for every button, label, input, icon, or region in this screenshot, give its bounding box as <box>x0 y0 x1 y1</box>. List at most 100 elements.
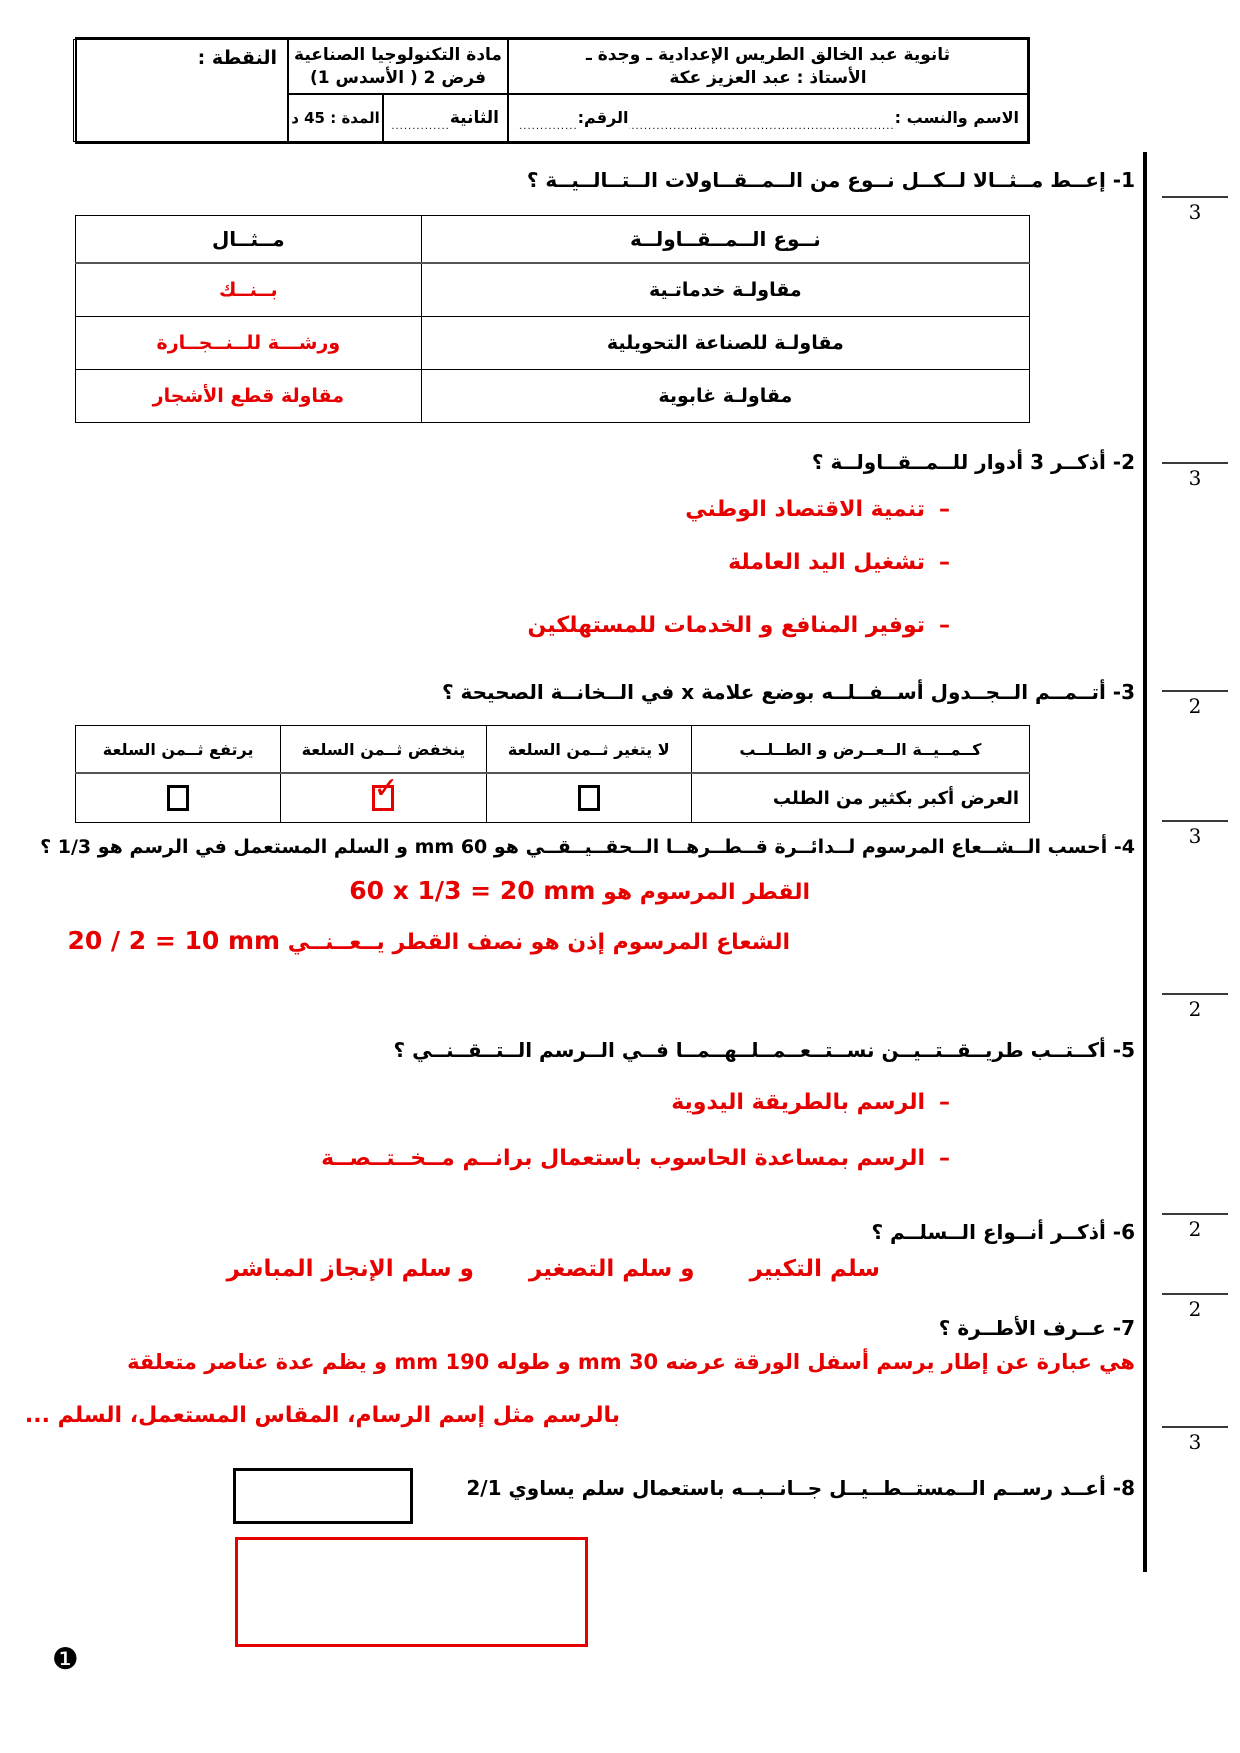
q4-answer-1: القطر المرسوم هو 60 x 1/3 = 20 mm <box>349 876 810 905</box>
score-mark-q5: 2 <box>1162 993 1228 1021</box>
formula-text: 60 x 1/3 = 20 mm <box>349 876 596 905</box>
name-dots: ........................................… <box>628 120 895 132</box>
score-value: 2 <box>1188 1217 1202 1241</box>
q3-header-decrease: ينخفض ثــمن السلعة <box>280 725 487 774</box>
example-answer-cell: بــنــك <box>75 262 422 317</box>
answer-text: تشغيل اليد العاملة <box>728 550 925 575</box>
table-row: مقاولـة خدماتـية بــنــك <box>75 262 1031 317</box>
q8-source-rectangle <box>233 1468 413 1524</box>
checkmark-icon: ✓ <box>373 771 399 806</box>
score-line <box>1162 196 1228 198</box>
dash-bullet: – <box>939 550 950 575</box>
q3-table: كــمــيــة الــعــرض و الطــلــب لا يتغي… <box>74 725 1031 823</box>
answer-text: تنمية الاقتصاد الوطني <box>685 497 925 522</box>
score-mark-q7: 2 <box>1162 1293 1228 1321</box>
q6-answer-row: سلم التكبير و سلم التصغير و سلم الإنجاز … <box>227 1256 880 1282</box>
checkbox: ✓ <box>372 774 399 811</box>
answer-item: –الرسم بمساعدة الحاسوب باستعمال برانــم … <box>321 1146 950 1171</box>
class-cell: الثانية .............. <box>383 94 508 142</box>
q3-row-label: العرض أكبر بكثير من الطلب <box>690 772 1031 823</box>
q4-answer-2: الشعاع المرسوم إذن هو نصف القطر يــعــنـ… <box>67 926 790 955</box>
dash-bullet: – <box>939 1090 950 1115</box>
table-row: مقاولـة للصناعة التحويلية ورشـــة للــنـ… <box>75 316 1031 370</box>
table-row: مقاولـة غابوية مقاولة قطع الأشجار <box>75 369 1031 423</box>
table-row: العرض أكبر بكثير من الطلب ✓ ✓ ✓ <box>74 772 1031 823</box>
score-value: 3 <box>1188 466 1202 490</box>
score-line <box>1162 1293 1228 1295</box>
subject-label: مادة التكنولوجيا الصناعية <box>294 44 502 65</box>
score-value: 2 <box>1188 1297 1202 1321</box>
answer-item: –توفير المنافع و الخدمات للمستهلكين <box>528 613 950 638</box>
checkbox-cell: ✓ <box>280 772 487 823</box>
score-line <box>1162 462 1228 464</box>
header-table: ثانوية عبد الخالق الطريس الإعدادية ـ وجد… <box>73 37 1030 144</box>
question-q7: 7- عــرف الأطــرة ؟ <box>938 1316 1135 1340</box>
dash-bullet: – <box>939 497 950 522</box>
q1-table: نــوع الــمــقــاولــة مــثــال مقاولـة … <box>75 215 1031 423</box>
exam-label: فرض 2 ( الأسدس 1) <box>310 67 486 88</box>
q3-header-no-change: لا يتغير ثــمن السلعة <box>485 725 692 774</box>
enterprise-type-cell: مقاولـة غابوية <box>420 369 1031 423</box>
answer-text: سلم التكبير <box>749 1256 880 1282</box>
enterprise-type-cell: مقاولـة للصناعة التحويلية <box>420 316 1031 370</box>
score-mark-q3: 2 <box>1162 690 1228 718</box>
grade-cell: النقطة : <box>73 39 288 142</box>
score-line <box>1162 820 1228 822</box>
answer-text: الرسم بالطريقة اليدوية <box>671 1090 925 1115</box>
q7-answer-line2: بالرسم مثل إسم الرسام، المقاس المستعمل، … <box>24 1403 620 1428</box>
answer-item: –تشغيل اليد العاملة <box>728 550 950 575</box>
score-value: 2 <box>1188 694 1202 718</box>
number-dots: .................. <box>517 120 578 132</box>
page-number-marker: ❶ <box>52 1642 79 1677</box>
dash-bullet: – <box>939 613 950 638</box>
checkbox-cell: ✓ <box>485 772 692 823</box>
example-answer-cell: مقاولة قطع الأشجار <box>75 369 422 423</box>
name-label: الاسم والنسب : <box>894 108 1019 128</box>
answer-text: و سلم الإنجاز المباشر <box>226 1256 474 1282</box>
answer-text: الشعاع المرسوم إذن هو نصف القطر يــعــنـ… <box>287 930 790 955</box>
school-name: ثانوية عبد الخالق الطريس الإعدادية ـ وجد… <box>585 44 951 65</box>
grade-label: النقطة : <box>197 47 277 69</box>
class-dots: .............. <box>392 120 450 132</box>
answer-text: القطر المرسوم هو <box>603 880 810 905</box>
formula-text: 20 / 2 = 10 mm <box>67 926 281 955</box>
q1-table-header-type: نــوع الــمــقــاولــة <box>420 215 1031 264</box>
checkbox-cell: ✓ <box>74 772 282 823</box>
enterprise-type-cell: مقاولـة خدماتـية <box>420 262 1031 317</box>
q8-answer-rectangle <box>235 1537 588 1647</box>
name-row-cell: الاسم والنسب : .........................… <box>508 94 1028 142</box>
question-q5: 5- أكــتــب طريــقــتــيــن نســتــعــمـ… <box>393 1038 1135 1062</box>
question-q8: 8- أعــد رســم الــمستــطــيــل جــانــب… <box>466 1476 1135 1500</box>
teacher-name: الأستاذ : عبد العزيز عكة <box>669 67 867 88</box>
margin-separator-line <box>1143 152 1147 1572</box>
number-label: الرقم: <box>577 108 629 128</box>
subject-cell: مادة التكنولوجيا الصناعية فرض 2 ( الأسدس… <box>288 39 508 94</box>
question-q6: 6- أذكــر أنــواع الــسلــم ؟ <box>871 1220 1135 1244</box>
dash-bullet: – <box>939 1146 950 1171</box>
school-cell: ثانوية عبد الخالق الطريس الإعدادية ـ وجد… <box>508 39 1028 94</box>
score-mark-q6: 2 <box>1162 1213 1228 1241</box>
question-q4: 4- أحسب الــشــعاع المرسوم لــدائــرة قـ… <box>40 836 1135 858</box>
score-mark-q1: 3 <box>1162 196 1228 224</box>
score-value: 2 <box>1188 997 1202 1021</box>
answer-text: و سلم التصغير <box>528 1256 695 1282</box>
score-line <box>1162 1213 1228 1215</box>
example-answer-cell: ورشـــة للــنــجــارة <box>75 316 422 370</box>
question-q1: 1- إعــط مــثــالا لــكــل نــوع من الــ… <box>526 168 1135 192</box>
score-value: 3 <box>1188 824 1202 848</box>
score-value: 3 <box>1188 200 1202 224</box>
answer-text: الرسم بمساعدة الحاسوب باستعمال برانــم م… <box>321 1146 925 1171</box>
duration-label: المدة : 45 د <box>291 108 380 127</box>
question-q2: 2- أذكــر 3 أدوار للــمــقــاولــة ؟ <box>811 450 1135 474</box>
answer-item: –تنمية الاقتصاد الوطني <box>685 497 950 522</box>
answer-text: توفير المنافع و الخدمات للمستهلكين <box>527 613 925 638</box>
score-line <box>1162 690 1228 692</box>
q3-header-increase: يرتفع ثــمن السلعة <box>74 725 282 774</box>
class-label: الثانية <box>449 107 499 128</box>
score-mark-q2: 3 <box>1162 462 1228 490</box>
score-line <box>1162 993 1228 995</box>
q7-answer-line1: هي عبارة عن إطار يرسم أسفل الورقة عرضه 3… <box>127 1350 1135 1374</box>
checkbox: ✓ <box>577 785 600 811</box>
score-value: 3 <box>1188 1430 1202 1454</box>
answer-item: –الرسم بالطريقة اليدوية <box>671 1090 950 1115</box>
